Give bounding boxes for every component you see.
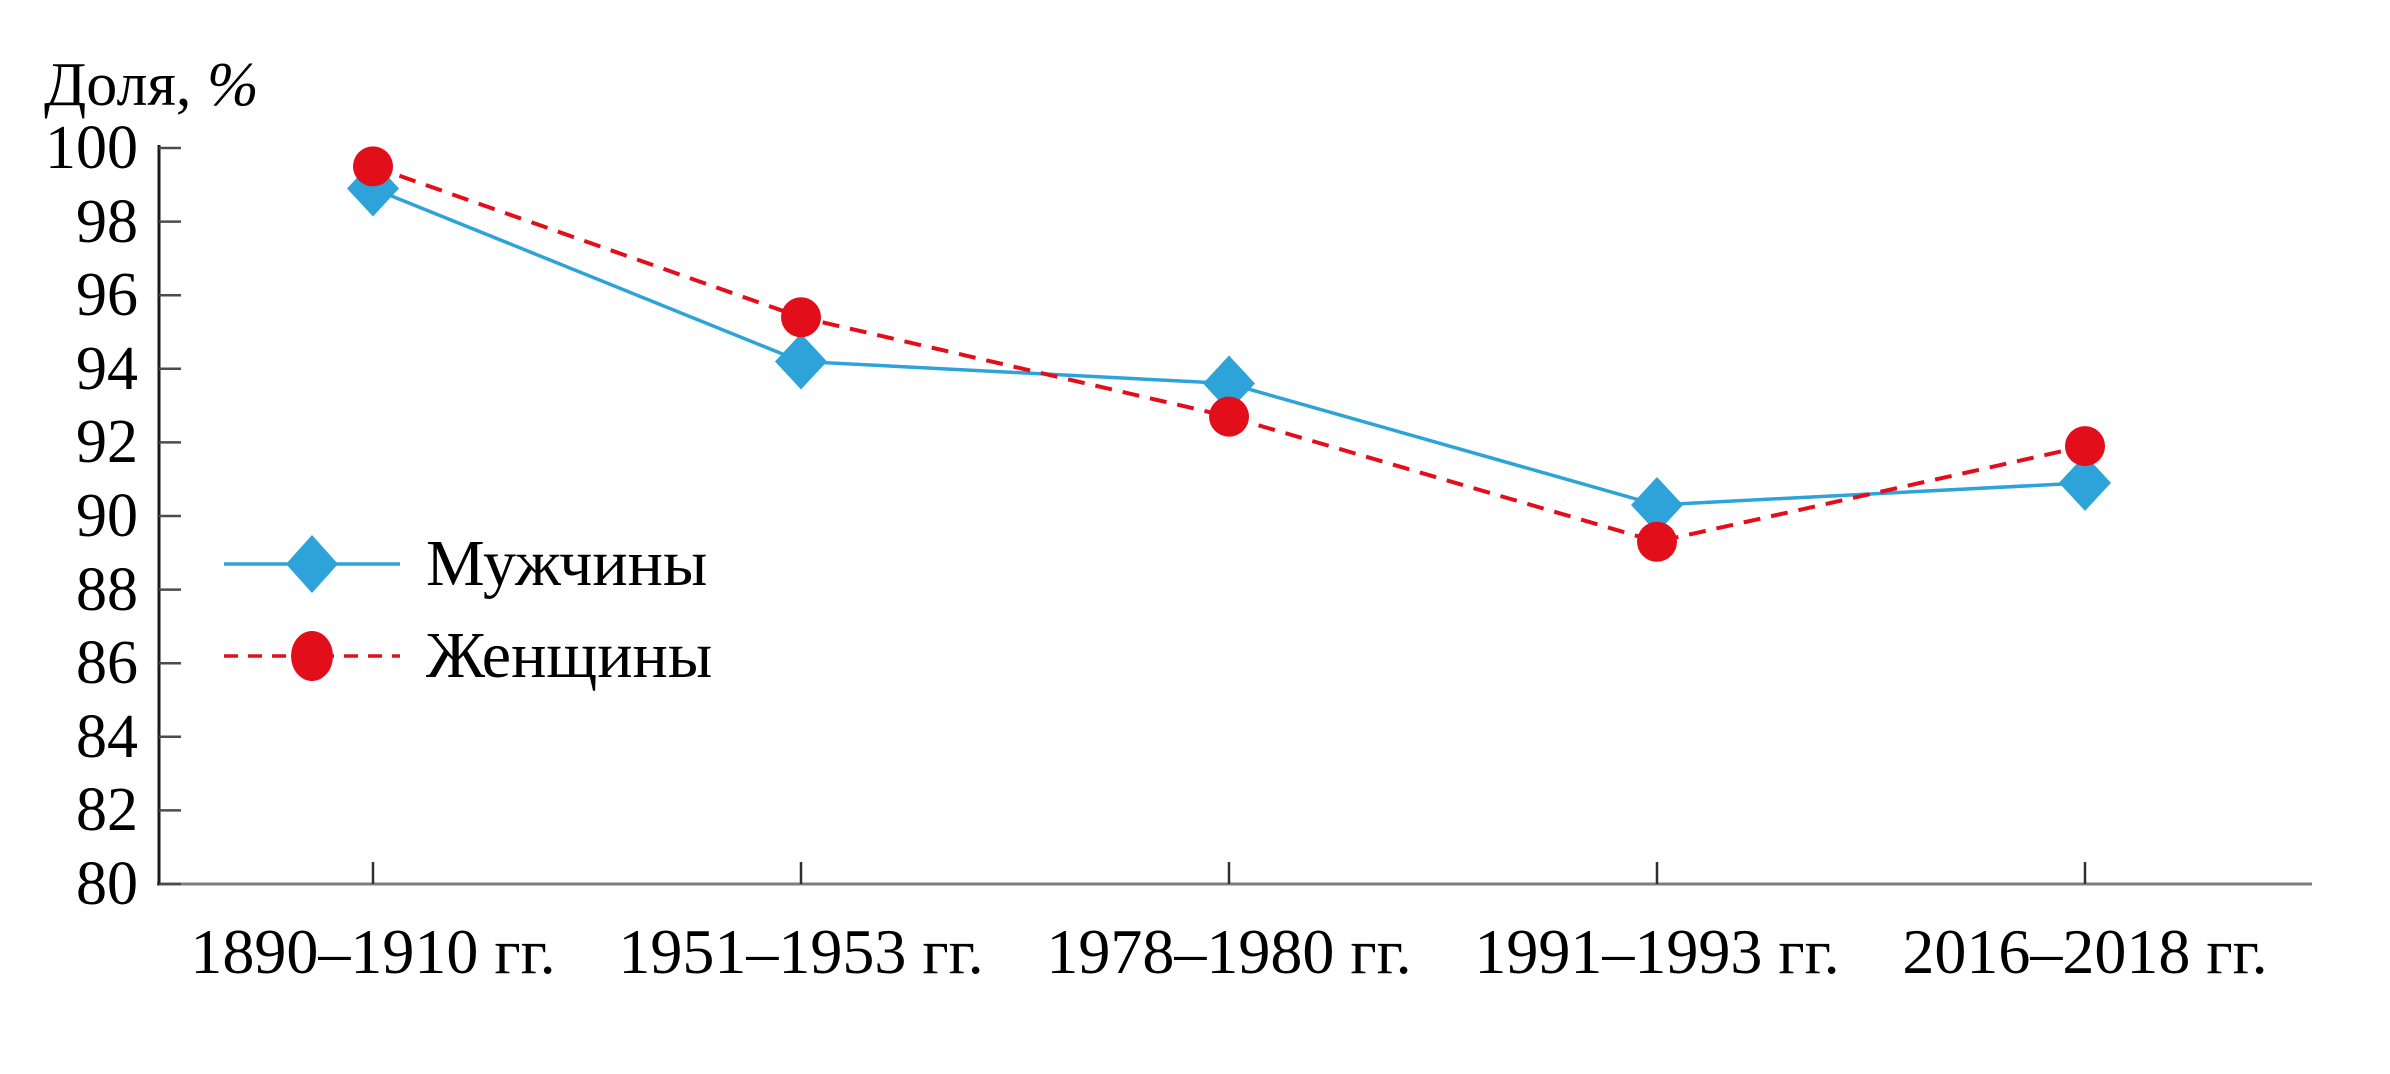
women-series-marker: [353, 146, 393, 187]
x-category-label: 1890–1910 гг.: [190, 916, 556, 987]
circle-marker-icon: [291, 631, 333, 681]
legend-row-men: Мужчины: [222, 518, 712, 610]
x-category-label: 2016–2018 гг.: [1902, 916, 2268, 987]
y-tick-label: 86: [76, 629, 138, 698]
men-series-line: [372, 186, 2086, 507]
y-axis-title-text: Доля,: [44, 51, 207, 119]
y-tick-label: 96: [76, 261, 138, 330]
percent-symbol: %: [206, 51, 259, 119]
men-series-marker: [2059, 454, 2111, 511]
x-category-label: 1951–1953 гг.: [618, 916, 984, 987]
men-series-swatch: [224, 535, 400, 593]
women-series-swatch: [224, 631, 400, 681]
y-tick-label: 80: [76, 850, 138, 918]
men-series-marker: [775, 333, 827, 390]
women-series-line: [372, 164, 2086, 544]
diamond-marker-icon: [286, 535, 338, 593]
y-tick-label: 82: [76, 776, 138, 845]
men-series-marker: [1203, 355, 1255, 412]
women-series-marker: [2065, 426, 2105, 467]
legend-label-men: Мужчины: [426, 527, 708, 600]
y-tick-label: 84: [76, 702, 138, 771]
y-tick-label: 94: [76, 334, 138, 403]
y-tick-label: 92: [76, 408, 138, 477]
women-series-marker: [1637, 521, 1677, 562]
legend-row-women: Женщины: [222, 610, 712, 702]
y-axis-title: Доля, %: [44, 50, 259, 120]
x-category-label: 1991–1993 гг.: [1474, 916, 1840, 987]
women-series-marker: [781, 297, 821, 338]
y-tick-label: 100: [45, 114, 138, 182]
y-tick-label: 90: [76, 482, 138, 550]
legend: Мужчины Женщины: [222, 518, 712, 702]
men-series-marker: [1631, 476, 1683, 533]
x-category-label: 1978–1980 гг.: [1046, 916, 1412, 987]
legend-label-women: Женщины: [426, 619, 713, 692]
y-tick-label: 98: [76, 187, 138, 256]
women-series-marker: [1209, 396, 1249, 437]
y-tick-label: 88: [76, 555, 138, 624]
